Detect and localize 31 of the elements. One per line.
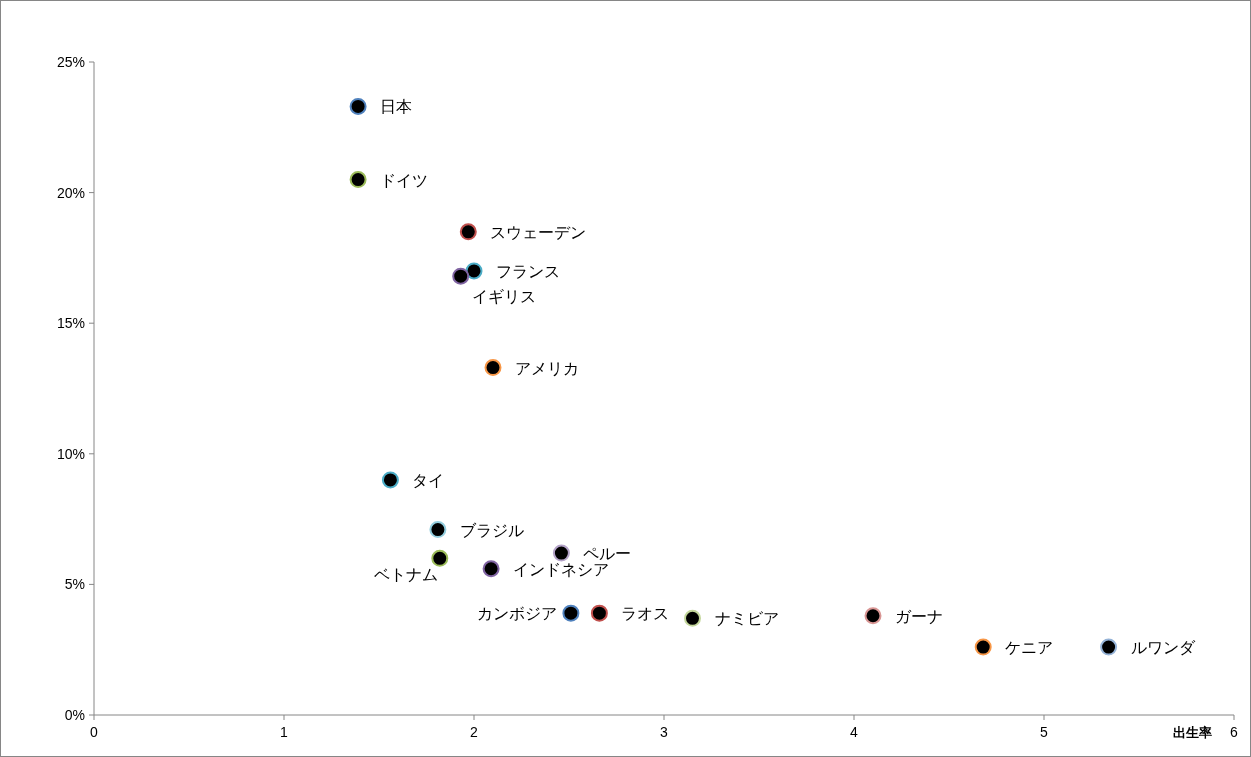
x-tick-label: 0 (90, 724, 98, 740)
point-label: ベトナム (373, 566, 438, 584)
x-tick-label: 6 (1230, 724, 1238, 740)
point-label: ルワンダ (1130, 639, 1195, 657)
x-axis-title: 出生率 (1173, 725, 1212, 740)
point-label: ケニア (1005, 639, 1054, 657)
y-tick-label: 25% (56, 54, 85, 70)
point-label: ガーナ (895, 607, 943, 625)
x-tick-label: 3 (660, 724, 668, 740)
point-label: ナミビア (714, 610, 779, 628)
point-label: スウェーデン (490, 223, 587, 241)
y-tick-label: 10% (56, 445, 85, 462)
point-label: インドネシア (513, 560, 610, 578)
point-label: イギリス (471, 288, 536, 306)
x-tick-label: 2 (470, 724, 478, 740)
point-label: ドイツ (380, 171, 429, 189)
point-label: フランス (496, 262, 560, 280)
point-label: カンボジア (476, 605, 557, 623)
point-label: ペルー (583, 545, 632, 563)
x-tick-label: 1 (280, 724, 288, 740)
y-tick-label: 15% (56, 315, 85, 332)
y-tick-label: 5% (64, 576, 85, 593)
x-tick-label: 5 (1040, 724, 1048, 740)
y-tick-label: 20% (56, 184, 85, 201)
point-label: 日本 (380, 98, 413, 116)
point-label: タイ (412, 471, 445, 489)
point-label: ラオス (621, 605, 670, 623)
point-label: ブラジル (459, 521, 524, 539)
y-tick-label: 0% (64, 707, 85, 723)
x-tick-label: 4 (850, 724, 858, 740)
point-label: アメリカ (515, 359, 579, 377)
